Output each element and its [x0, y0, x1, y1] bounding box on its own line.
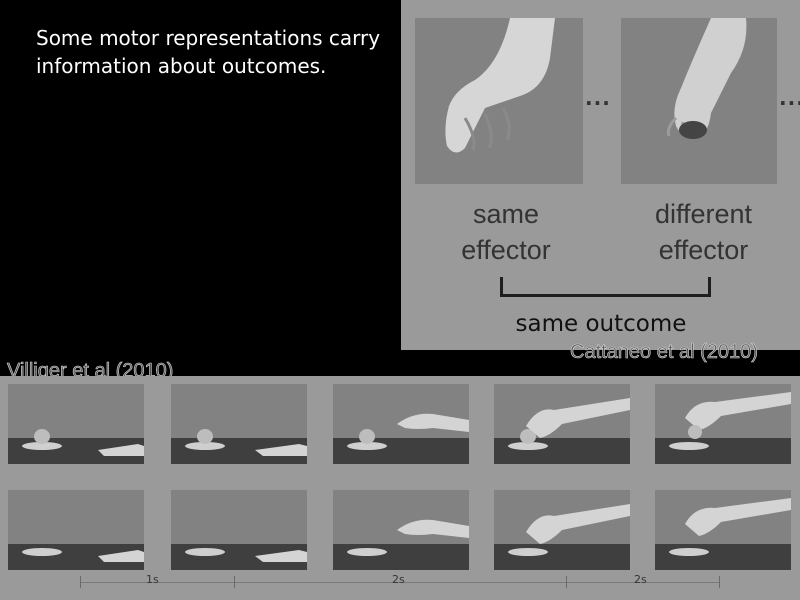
ellipsis: ...	[779, 86, 800, 110]
video-frame	[8, 384, 144, 464]
timeline-label: 1s	[146, 573, 159, 586]
timeline: 1s 2s 2s	[0, 572, 800, 600]
video-frame	[333, 384, 469, 464]
video-frame	[8, 490, 144, 570]
video-frame	[655, 384, 791, 464]
slide-title: Some motor representations carry informa…	[36, 26, 381, 78]
hand-grasp-photo	[621, 18, 777, 184]
video-frame	[494, 490, 630, 570]
ellipsis: ...	[585, 86, 611, 110]
villiger-figure: 1s 2s 2s	[0, 376, 800, 600]
cattaneo-figure: ... ... same effector different effector…	[401, 0, 800, 350]
video-frame	[333, 490, 469, 570]
video-frame	[655, 490, 791, 570]
timeline-label: 2s	[392, 573, 405, 586]
foot-grasp-photo	[415, 18, 583, 184]
video-frame	[171, 490, 307, 570]
different-effector-label: different effector	[654, 199, 753, 265]
timeline-label: 2s	[634, 573, 647, 586]
video-frame	[171, 384, 307, 464]
same-outcome-label: same outcome	[515, 311, 687, 337]
video-frame	[494, 384, 630, 464]
cattaneo-credit: Cattaneo et al (2010)	[570, 341, 759, 364]
same-effector-label: same effector	[461, 199, 551, 265]
outcome-bracket	[500, 277, 711, 297]
